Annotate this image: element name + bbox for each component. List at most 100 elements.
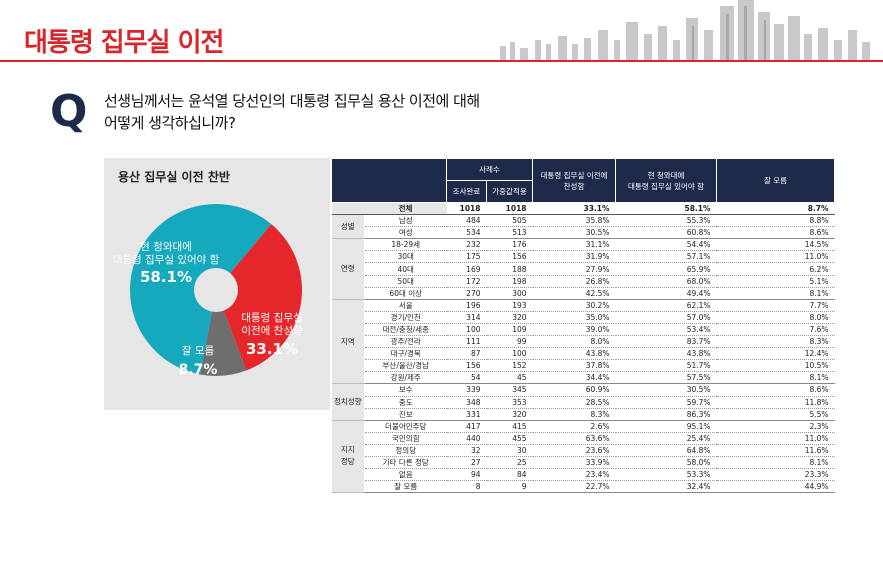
header-stay: 현 청와대에 대통령 집무실 있어야 함 — [615, 158, 718, 203]
row-label: 강원/제주 — [364, 371, 447, 385]
row-label: 서울 — [364, 299, 447, 312]
table-cell: 193 — [486, 299, 533, 312]
table-cell: 348 — [446, 396, 487, 409]
question-line-2: 어떻게 생각하십니까? — [104, 114, 236, 132]
table-cell: 32.4% — [615, 480, 717, 494]
table-cell: 345 — [486, 383, 533, 397]
table-row: 연령 18-29세 232 176 31.1% 54.4% 14.5% — [331, 238, 835, 300]
table-cell: 534 — [446, 226, 487, 240]
row-label: 기타 다른 정당 — [364, 456, 447, 470]
row-label: 대구/경북 — [364, 347, 447, 361]
table-cell: 8.1% — [716, 371, 835, 385]
table-cell: 30 — [486, 444, 533, 457]
table-cell: 505 — [486, 214, 533, 228]
table-cell: 42.5% — [532, 287, 616, 300]
table-cell: 172 — [446, 275, 487, 288]
table-cell: 55.3% — [615, 214, 717, 228]
row-label: 50대 — [364, 275, 447, 288]
table-cell: 188 — [486, 262, 533, 276]
row-label: 60대 이상 — [364, 287, 447, 300]
row-label: 전체 — [364, 202, 447, 216]
table-row: 광주/전라 111 99 8.0% 83.7% 8.3% — [332, 335, 835, 349]
table-cell: 415 — [486, 420, 533, 433]
table-cell: 44.9% — [716, 480, 835, 494]
row-label: 30대 — [364, 250, 447, 264]
table-cell: 198 — [486, 275, 533, 288]
table-cell: 175 — [446, 250, 487, 264]
table-cell: 35.8% — [532, 214, 616, 228]
table-cell: 25.4% — [615, 432, 717, 445]
table-cell: 27 — [446, 456, 487, 470]
pie-center-hole — [194, 268, 238, 312]
header-weighted: 가중값적용 — [485, 180, 534, 203]
table-cell: 8.3% — [716, 335, 835, 349]
row-group-label: 지역 — [331, 299, 365, 385]
row-label: 더불어민주당 — [364, 420, 447, 433]
table-cell: 339 — [446, 383, 487, 397]
row-group-label-line: 정치성향 — [333, 397, 362, 407]
table-row: 잘 모름 8 9 22.7% 32.4% 44.9% — [332, 480, 835, 494]
table-cell: 65.9% — [615, 262, 717, 276]
table-cell: 26.8% — [532, 275, 616, 288]
row-label: 대전/충청/세종 — [364, 323, 447, 337]
header-unknown: 잘 모름 — [716, 158, 836, 203]
table-cell: 63.6% — [532, 432, 616, 445]
table-cell: 32 — [446, 444, 487, 457]
table-cell: 34.4% — [532, 371, 616, 385]
table-cell: 169 — [446, 262, 487, 276]
table-cell: 86.3% — [615, 408, 717, 421]
table-cell: 87 — [446, 347, 487, 361]
table-cell: 5.1% — [716, 275, 835, 288]
table-cell: 43.8% — [615, 347, 717, 361]
table-cell: 95.1% — [615, 420, 717, 433]
table-cell: 28.5% — [532, 396, 616, 409]
header-sample-size: 사례수 — [445, 158, 534, 181]
pie-slice-value: 8.7% — [179, 362, 218, 378]
table-cell: 455 — [486, 432, 533, 445]
table-cell: 64.8% — [615, 444, 717, 457]
table-row: 대구/경북 87 100 43.8% 43.8% 12.4% — [332, 347, 835, 361]
table-cell: 152 — [486, 359, 533, 373]
table-cell: 8.3% — [532, 408, 616, 421]
table-cell: 7.6% — [716, 323, 835, 337]
table-row: 부산/울산/경남 156 152 37.8% 51.7% 10.5% — [332, 359, 835, 373]
pie-slice-label: 잘 모름 — [182, 345, 215, 357]
table-cell: 176 — [486, 238, 533, 252]
table-cell: 440 — [446, 432, 487, 445]
table-cell: 417 — [446, 420, 487, 433]
pie-slice-label: 이전에 찬성함 — [241, 325, 303, 337]
table-cell: 59.7% — [615, 396, 717, 409]
table-cell: 54 — [446, 371, 487, 385]
table-cell: 331 — [446, 408, 487, 421]
row-label: 정의당 — [364, 444, 447, 457]
table-cell: 23.6% — [532, 444, 616, 457]
header-blank — [331, 158, 447, 203]
table-cell: 30.5% — [615, 383, 717, 397]
row-group-label-line: 연령 — [340, 264, 355, 274]
table-row: 지지 정당 더불어민주당 417 415 2.6% 95.1% 2.3% — [331, 420, 835, 494]
table-row: 60대 이상 270 300 42.5% 49.4% 8.1% — [332, 287, 835, 300]
table-row: 국민의힘 440 455 63.6% 25.4% 11.0% — [332, 432, 835, 445]
table-cell: 43.8% — [532, 347, 616, 361]
row-label: 잘 모름 — [364, 480, 447, 494]
table-cell: 196 — [446, 299, 487, 312]
table-cell: 7.7% — [716, 299, 835, 312]
row-group-label: 지지 정당 — [331, 420, 365, 494]
table-row: 여성 534 513 30.5% 60.8% 8.6% — [332, 226, 835, 240]
table-cell: 314 — [446, 311, 487, 324]
table-cell: 8.1% — [716, 456, 835, 470]
row-group-label: 성별 — [331, 214, 365, 240]
table-cell: 1018 — [446, 202, 487, 216]
table-cell: 57.0% — [615, 311, 717, 324]
table-cell: 53.3% — [615, 468, 717, 482]
header-completed: 조사완료 — [446, 180, 487, 203]
pie-slice-label: 대통령 집무실 — [241, 312, 302, 324]
table-cell: 10.5% — [716, 359, 835, 373]
pie-slice — [200, 290, 247, 376]
table-row: 중도 348 353 28.5% 59.7% 11.8% — [332, 396, 835, 409]
row-label: 보수 — [364, 383, 447, 397]
table-cell: 232 — [446, 238, 487, 252]
table-cell: 484 — [446, 214, 487, 228]
table-cell: 8.0% — [532, 335, 616, 349]
